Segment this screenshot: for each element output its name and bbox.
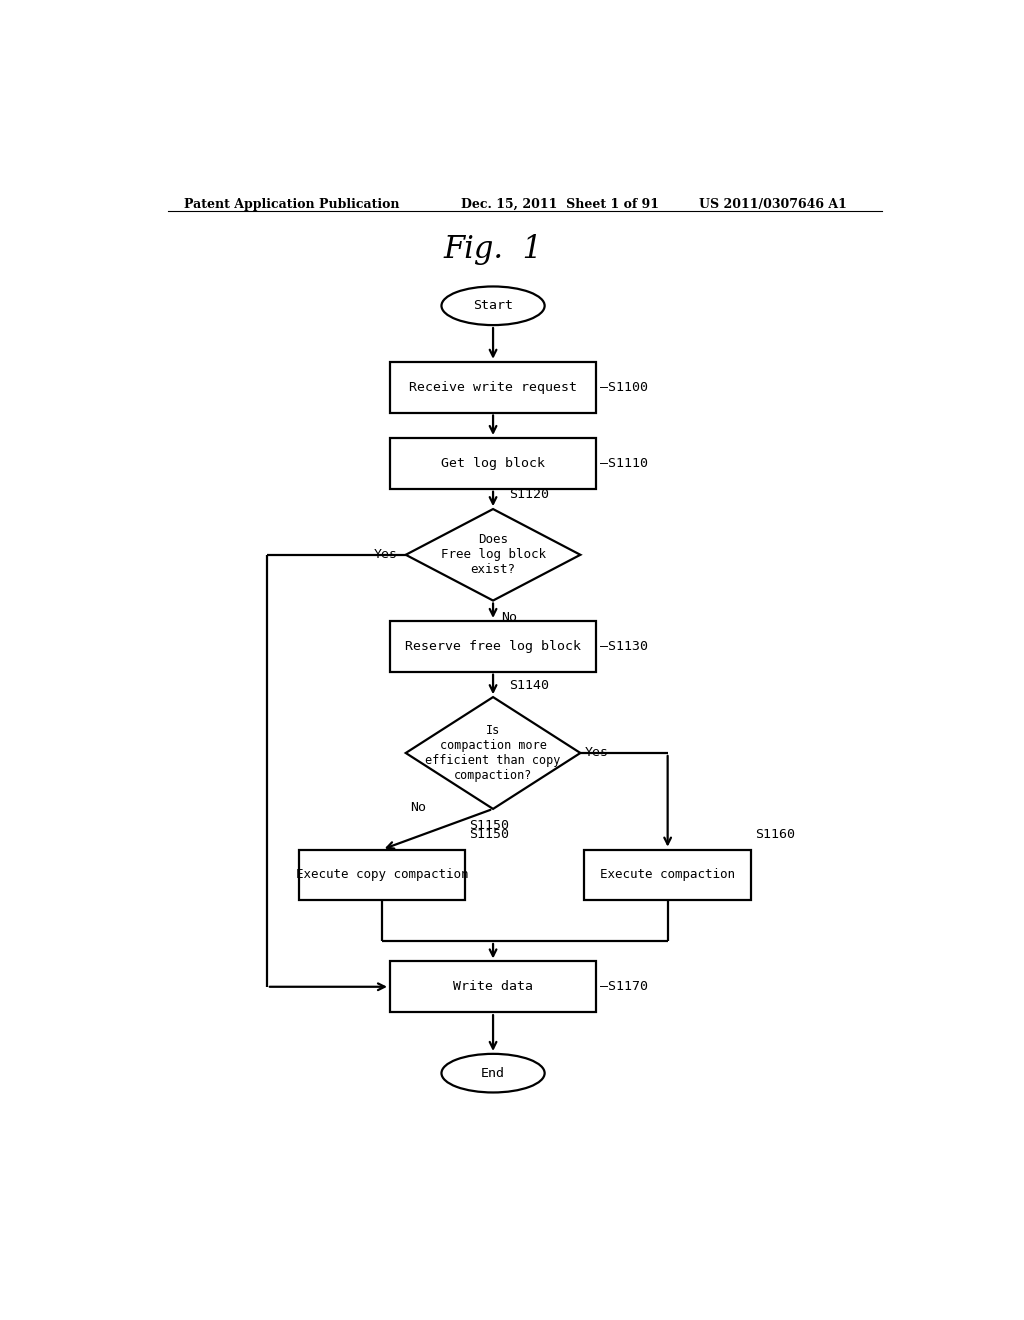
Polygon shape [406,697,581,809]
Text: Start: Start [473,300,513,313]
Bar [390,362,596,412]
Polygon shape [406,510,581,601]
Text: S1150: S1150 [469,829,509,841]
Text: Is
compaction more
efficient than copy
compaction?: Is compaction more efficient than copy c… [425,723,561,781]
Text: Patent Application Publication: Patent Application Publication [183,198,399,211]
Text: —S1110: —S1110 [600,457,648,470]
Ellipse shape [441,1053,545,1093]
Bar [390,620,596,672]
Text: Get log block: Get log block [441,457,545,470]
Text: S1140: S1140 [509,678,549,692]
Text: End: End [481,1067,505,1080]
Text: S1150: S1150 [469,818,509,832]
Ellipse shape [441,286,545,325]
Text: Yes: Yes [585,747,608,759]
Text: Reserve free log block: Reserve free log block [406,640,581,653]
Text: —S1100: —S1100 [600,380,648,393]
Text: Does
Free log block
exist?: Does Free log block exist? [440,533,546,577]
Text: Yes: Yes [374,548,398,561]
Bar [390,438,596,488]
Bar [299,850,465,900]
Text: Execute compaction: Execute compaction [600,869,735,882]
Text: —S1130: —S1130 [600,640,648,653]
Text: S1120: S1120 [509,488,549,500]
Text: Dec. 15, 2011  Sheet 1 of 91: Dec. 15, 2011 Sheet 1 of 91 [461,198,659,211]
Text: Write data: Write data [453,981,534,993]
Text: US 2011/0307646 A1: US 2011/0307646 A1 [699,198,847,211]
Bar [390,961,596,1012]
Text: Receive write request: Receive write request [409,380,578,393]
Text: Execute copy compaction: Execute copy compaction [296,869,468,882]
Text: No: No [501,611,517,623]
Bar [585,850,751,900]
Text: —S1170: —S1170 [600,981,648,993]
Text: No: No [410,801,426,813]
Text: S1160: S1160 [755,829,795,841]
Text: Fig.  1: Fig. 1 [443,235,543,265]
